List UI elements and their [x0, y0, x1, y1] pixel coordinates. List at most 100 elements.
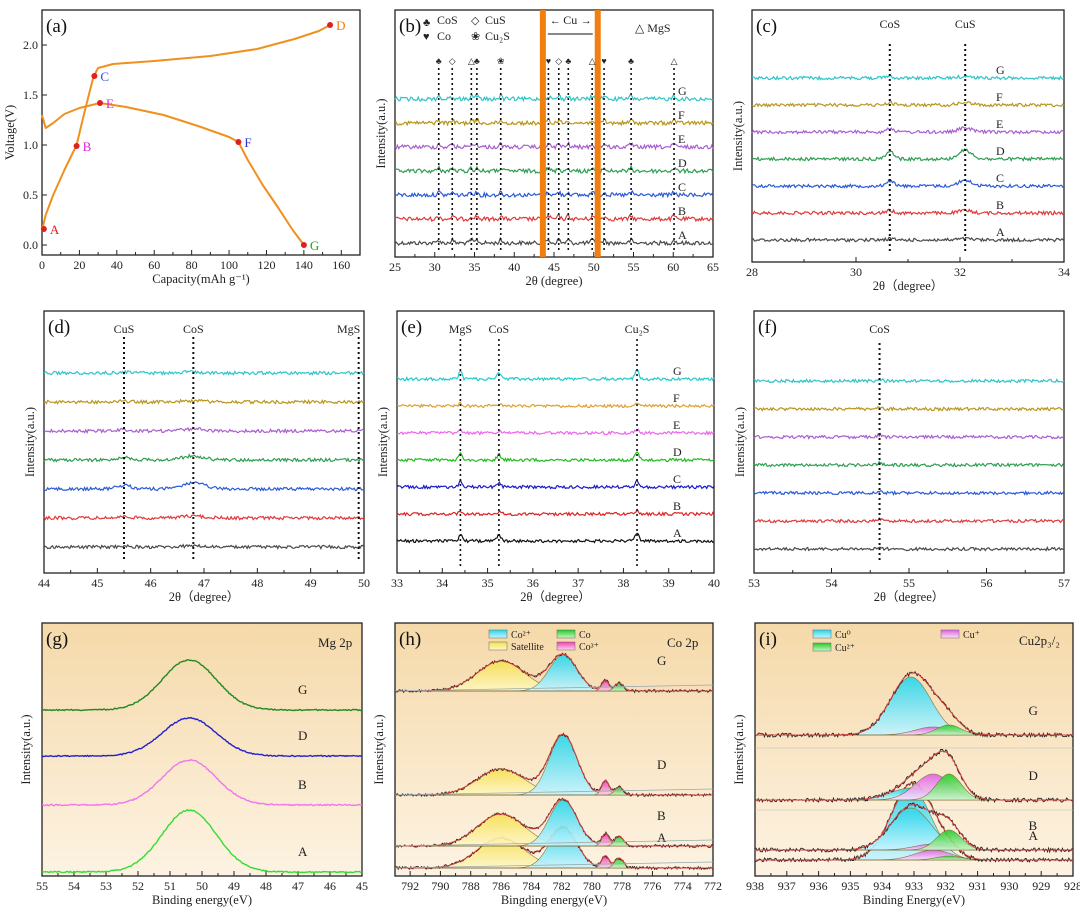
legend-swatch [556, 629, 576, 639]
y-axis-label: Intensity(a.u.) [372, 714, 386, 784]
state-point-A [40, 226, 47, 232]
x-tick-label: 774 [674, 879, 692, 893]
panel-a-frame [41, 9, 361, 256]
xrd-trace-3 [43, 453, 365, 463]
xrd-trace-A [394, 236, 714, 247]
arrow-left-icon: ← [550, 15, 561, 27]
y-axis-label: Intensity(a.u.) [376, 407, 390, 477]
panel-title: Co 2p [667, 635, 698, 650]
y-axis-label: Voltage(V) [3, 105, 17, 160]
x-tick-label: 784 [522, 879, 540, 893]
x-tick-label: 47 [292, 879, 304, 893]
y-axis-label: Intensity(a.u.) [374, 98, 388, 168]
xrd-trace-A [751, 236, 1065, 243]
x-tick-label: 40 [111, 258, 123, 272]
legend-label: Satellite [511, 642, 544, 653]
x-tick-label: 780 [583, 879, 601, 893]
panel-c: 28 30 32 34 (c) 2θ（degree） Intensity(a.u.) ABCD… [731, 9, 1070, 293]
x-tick-label: 931 [969, 879, 987, 893]
legend-swatch [488, 641, 508, 651]
xrd-trace-3 [753, 460, 1065, 468]
x-axis-label: 2θ（degree） [520, 590, 591, 604]
panel-i-label: (i) [759, 629, 777, 650]
x-axis-label: Bingding energy(eV) [501, 893, 607, 907]
x-tick-label: 57 [1058, 576, 1070, 590]
x-tick-label: 54 [68, 879, 80, 893]
x-axis-label: Binding energy(eV) [152, 893, 252, 907]
trace-label: C [678, 180, 686, 194]
x-tick-label: 48 [251, 576, 263, 590]
x-tick-label: 32 [954, 265, 966, 279]
x-tick-label: 140 [295, 258, 313, 272]
phase-marker: ♣ [628, 56, 634, 66]
panel-c-frame [751, 9, 1065, 263]
x-tick-label: 36 [527, 576, 539, 590]
cu-range-label: Cu [563, 13, 577, 27]
panel-c-label: (c) [756, 16, 777, 37]
panel-b: 25 30 35 40 45 50 55 60 65 (b) 2θ (degree) Intensit… [374, 9, 719, 288]
state-point-label: F [244, 135, 251, 150]
x-tick-label: 934 [873, 879, 891, 893]
peak-label: CuS [955, 17, 976, 31]
xrd-trace-2 [43, 480, 365, 492]
state-point-label: C [100, 69, 109, 84]
x-tick-label: 48 [260, 879, 272, 893]
x-tick-label: 49 [228, 879, 240, 893]
legend-label: Co²⁺ [511, 630, 531, 641]
trace-label: B [298, 777, 307, 792]
x-tick-label: 33 [391, 576, 403, 590]
trace-label: G [678, 84, 687, 98]
peak-label: MgS [337, 322, 360, 336]
trace-label: G [657, 653, 666, 668]
xps-trace-G [41, 658, 363, 712]
x-tick-label: 936 [810, 879, 828, 893]
x-tick-label: 928 [1064, 879, 1080, 893]
x-tick-label: 50 [196, 879, 208, 893]
x-tick-label: 53 [100, 879, 112, 893]
xrd-trace-1 [753, 516, 1065, 524]
xrd-trace-4 [43, 426, 365, 435]
x-tick-label: 46 [145, 576, 157, 590]
xrd-trace-F [394, 117, 714, 127]
state-point-E [96, 100, 103, 106]
x-tick-label: 55 [36, 879, 48, 893]
y-axis-label: Intensity(a.u.) [733, 407, 747, 477]
x-tick-label: 930 [1000, 879, 1018, 893]
y-tick-label: 0.5 [23, 188, 38, 202]
peak-label: CoS [183, 322, 204, 336]
panel-h-frame [394, 622, 714, 877]
xrd-trace-0 [43, 543, 365, 551]
x-tick-label: 30 [850, 265, 862, 279]
panel-h: 792 790 788 786 784 782 780 778 776 774 772 (h) Bing… [372, 622, 722, 907]
xps-baseline [394, 861, 714, 869]
phase-marker: △ [671, 56, 678, 66]
panel-d-label: (d) [48, 317, 70, 338]
xrd-trace-C [751, 178, 1065, 189]
xrd-trace-A [396, 532, 715, 544]
peak-label: Cu₂S [625, 322, 650, 336]
x-tick-label: 35 [482, 576, 494, 590]
trace-label: D [298, 728, 307, 743]
y-tick-label: 2.0 [23, 38, 38, 52]
trace-label: E [673, 418, 680, 432]
x-axis-label: 2θ（degree） [169, 590, 240, 604]
xps-baseline [394, 839, 714, 847]
x-tick-label: 30 [429, 260, 441, 274]
x-tick-label: 25 [389, 260, 401, 274]
x-tick-label: 45 [356, 879, 368, 893]
trace-label: D [657, 757, 666, 772]
x-tick-label: 60 [148, 258, 160, 272]
trace-label: B [996, 198, 1004, 212]
trace-label: A [657, 830, 667, 845]
xrd-trace-4 [753, 432, 1065, 440]
discharge-curve [41, 102, 305, 246]
xrd-trace-B [394, 213, 714, 223]
panel-f-frame [753, 310, 1065, 574]
x-tick-label: 60 [667, 260, 679, 274]
xrd-trace-5 [43, 398, 365, 406]
panel-h-label: (h) [399, 629, 421, 650]
y-axis-label: Intensity(a.u.) [731, 101, 745, 171]
x-tick-label: 52 [132, 879, 144, 893]
xrd-trace-B [396, 508, 715, 517]
xps-raw-D [754, 749, 1074, 804]
